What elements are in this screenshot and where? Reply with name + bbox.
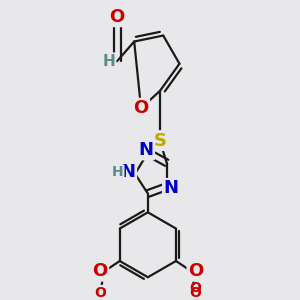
Text: O: O [134,99,149,117]
Text: H: H [102,54,115,69]
Text: O: O [94,286,106,300]
Text: O: O [92,262,108,280]
Text: N: N [139,141,154,159]
Text: O: O [189,281,201,295]
Text: O: O [190,286,202,300]
Text: H: H [112,165,124,179]
Text: O: O [188,262,203,280]
Text: O: O [110,8,125,26]
Text: N: N [164,179,178,197]
Text: N: N [121,163,136,181]
Text: S: S [153,132,166,150]
